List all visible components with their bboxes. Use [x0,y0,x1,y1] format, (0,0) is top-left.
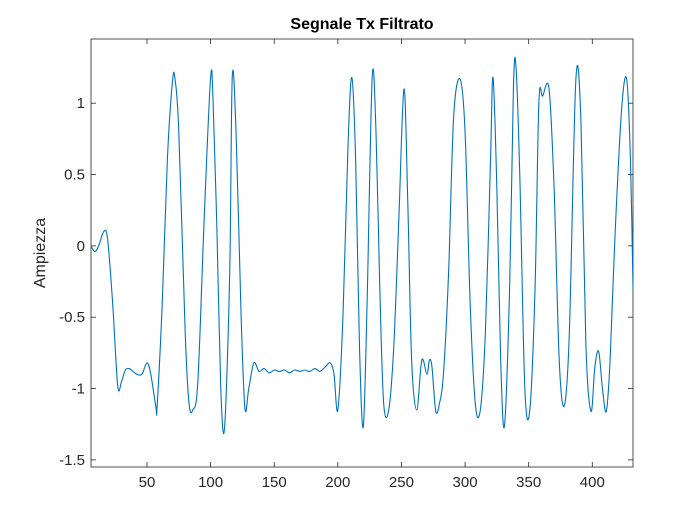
series-line [90,56,634,435]
y-tick-label: 0 [77,238,85,255]
x-tick-label: 250 [389,474,414,491]
x-tick-label: 400 [580,474,605,491]
x-tick-label: 300 [453,474,478,491]
y-tick-label: -0.5 [59,309,85,326]
y-tick-label: 1 [77,95,85,112]
x-tick-label: 350 [516,474,541,491]
y-axis-label: Ampiezza [32,218,49,288]
plot-area [90,38,634,468]
x-axis-ticks: 50 100 150 200 250 300 350 400 [139,39,605,491]
y-tick-label: 0.5 [64,167,85,184]
series-layer [90,56,634,435]
x-tick-label: 200 [325,474,350,491]
y-tick-label: -1.5 [59,452,85,469]
y-tick-label: -1 [72,381,85,398]
y-axis-ticks: -1.5 -1 -0.5 0 0.5 1 [59,95,633,469]
chart-title: Segnale Tx Filtrato [290,16,433,33]
x-tick-label: 50 [139,474,156,491]
x-tick-label: 100 [198,474,223,491]
x-tick-label: 150 [262,474,287,491]
